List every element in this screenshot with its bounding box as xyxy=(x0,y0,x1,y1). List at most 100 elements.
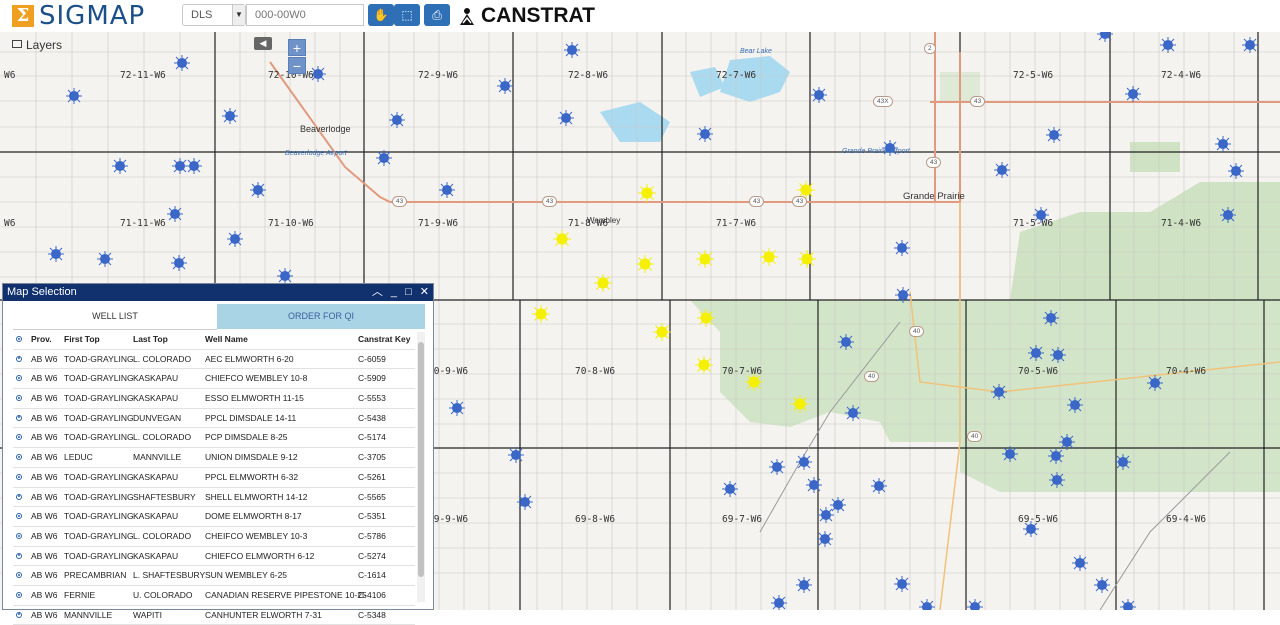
zoom-out-button[interactable]: − xyxy=(288,57,306,74)
table-row[interactable]: AB W6 TOAD-GRAYLING DUNVEGAN PPCL DIMSDALE … xyxy=(13,409,415,429)
tab-order-for-qi[interactable]: ORDER FOR QI xyxy=(217,304,425,329)
cell-prov: AB W6 xyxy=(31,471,58,482)
table-row[interactable]: AB W6 TOAD-GRAYLING KASKAPAU CHIEFCO ELMWOR… xyxy=(13,547,415,567)
locate-well-icon[interactable] xyxy=(16,551,22,561)
panel-tabs: WELL LIST ORDER FOR QI xyxy=(13,304,425,330)
cell-well-name: SUN WEMBLEY 6-25 xyxy=(205,570,288,581)
chevron-up-icon[interactable]: ︿ xyxy=(371,286,383,298)
cell-prov: AB W6 xyxy=(31,530,58,541)
township-label: 70-8-W6 xyxy=(575,366,616,377)
hand-icon: ✋ xyxy=(373,8,389,22)
table-row[interactable]: AB W6 TOAD-GRAYLING L. COLORADO CHEIFCO WEM… xyxy=(13,527,415,547)
logo-text: SIGMAP xyxy=(39,1,146,31)
map-selection-panel: Map Selection ︿ _ □ ✕ WELL LIST ORDER FO… xyxy=(2,283,434,625)
table-row[interactable]: AB W6 TOAD-GRAYLING KASKAPAU PPCL ELMWORTH … xyxy=(13,468,415,488)
select-button[interactable]: ⬚ xyxy=(394,4,420,26)
panel-titlebar[interactable]: Map Selection ︿ _ □ ✕ xyxy=(3,284,433,301)
table-row[interactable]: AB W6 TOAD-GRAYLING KASKAPAU DOME ELMWORTH … xyxy=(13,507,415,527)
minimize-icon[interactable]: _ xyxy=(390,286,397,298)
printer-icon: ⎙ xyxy=(432,8,442,22)
chevron-down-icon[interactable]: ▼ xyxy=(232,5,245,25)
cell-prov: AB W6 xyxy=(31,353,58,364)
table-row[interactable]: AB W6 TOAD-GRAYLING KASKAPAU CHIEFCO WEMBLE… xyxy=(13,369,415,390)
place-label: Wembley xyxy=(587,216,621,225)
grid-system-value: DLS xyxy=(191,9,213,21)
grid-system-select[interactable]: DLS ▼ xyxy=(182,4,246,26)
township-label: 69-5-W6 xyxy=(1018,514,1059,525)
close-icon[interactable]: ✕ xyxy=(419,286,429,298)
highway-shield: 40 xyxy=(909,326,925,337)
cell-first-top: TOAD-GRAYLING xyxy=(64,530,134,541)
table-row[interactable]: AB W6 FERNIE U. COLORADO CANADIAN RESERVE P… xyxy=(13,586,415,606)
print-button[interactable]: ⎙ xyxy=(424,4,450,26)
cell-prov: AB W6 xyxy=(31,511,58,522)
cell-prov: AB W6 xyxy=(31,432,58,443)
township-label: 69-9-W6 xyxy=(428,514,469,525)
col-well-name[interactable]: Well Name xyxy=(205,334,248,344)
cell-prov: AB W6 xyxy=(31,570,58,581)
cell-canstrat-key: C-1614 xyxy=(358,570,386,581)
township-label: 69-8-W6 xyxy=(575,514,616,525)
locate-well-icon[interactable] xyxy=(16,492,22,502)
location-search-input[interactable] xyxy=(246,4,364,26)
township-label: 71-9-W6 xyxy=(418,218,459,229)
locate-well-icon[interactable] xyxy=(16,393,22,403)
zoom-in-button[interactable]: + xyxy=(288,39,306,56)
locate-well-icon[interactable] xyxy=(16,590,22,600)
place-label: Grande Prairie Airport xyxy=(842,148,910,155)
township-label: 69-4-W6 xyxy=(1166,514,1207,525)
canstrat-logo-icon xyxy=(460,8,474,25)
table-row[interactable]: AB W6 TOAD-GRAYLING L. COLORADO PCP DIMSDAL… xyxy=(13,428,415,449)
cell-last-top: KASKAPAU xyxy=(133,550,179,561)
locate-well-icon[interactable] xyxy=(16,570,22,580)
locate-well-icon[interactable] xyxy=(16,373,22,383)
cell-first-top: TOAD-GRAYLING xyxy=(64,471,134,482)
cell-first-top: LEDUC xyxy=(64,452,93,463)
table-scrollbar[interactable] xyxy=(417,332,425,602)
township-label: 72-11-W6 xyxy=(120,70,166,81)
cell-well-name: CANADIAN RESERVE PIPESTONE 10-25 xyxy=(205,589,367,600)
col-prov[interactable]: Prov. xyxy=(31,334,52,344)
table-row[interactable]: AB W6 TOAD-GRAYLING SHAFTESBURY SHELL ELMWO… xyxy=(13,488,415,508)
table-row[interactable]: AB W6 PRECAMBRIAN L. SHAFTESBURY SUN WEMBLE… xyxy=(13,566,415,586)
township-label: 70-5-W6 xyxy=(1018,366,1059,377)
table-row[interactable]: AB W6 LEDUC MANNVILLE UNION DIMSDALE 9-12 C-… xyxy=(13,448,415,468)
locate-well-icon[interactable] xyxy=(16,472,22,482)
sigmap-logo[interactable]: Σ SIGMAP xyxy=(12,1,146,31)
highway-shield: 43X xyxy=(873,96,893,107)
col-last-top[interactable]: Last Top xyxy=(133,334,168,344)
cell-last-top: L. COLORADO xyxy=(133,530,192,541)
cell-canstrat-key: C-4106 xyxy=(358,589,386,600)
col-canstrat-key[interactable]: Canstrat Key xyxy=(358,334,411,344)
select-all-icon[interactable] xyxy=(16,334,22,344)
cell-first-top: TOAD-GRAYLING xyxy=(64,412,134,423)
pan-button[interactable]: ✋ xyxy=(368,4,394,26)
layers-icon xyxy=(12,40,22,48)
locate-well-icon[interactable] xyxy=(16,610,22,620)
table-row[interactable]: AB W6 TOAD-GRAYLING L. COLORADO AEC ELMWORT… xyxy=(13,350,415,370)
cell-prov: AB W6 xyxy=(31,491,58,502)
scrollbar-thumb[interactable] xyxy=(418,342,424,577)
tab-well-list[interactable]: WELL LIST xyxy=(13,304,217,330)
cell-canstrat-key: C-5274 xyxy=(358,550,386,561)
locate-well-icon[interactable] xyxy=(16,511,22,521)
table-row[interactable]: AB W6 MANNVILLE WAPITI CANHUNTER ELWORTH 7-… xyxy=(13,606,415,625)
cell-last-top: KASKAPAU xyxy=(133,511,179,522)
cell-first-top: TOAD-GRAYLING xyxy=(64,432,134,443)
place-label: Bear Lake xyxy=(740,48,772,55)
cell-last-top: SHAFTESBURY xyxy=(133,491,196,502)
township-label: 72-10-W6 xyxy=(268,70,314,81)
locate-well-icon[interactable] xyxy=(16,432,22,442)
locate-well-icon[interactable] xyxy=(16,354,22,364)
locate-well-icon[interactable] xyxy=(16,531,22,541)
locate-well-icon[interactable] xyxy=(16,452,22,462)
col-first-top[interactable]: First Top xyxy=(64,334,100,344)
township-label: 70-9-W6 xyxy=(428,366,469,377)
maximize-icon[interactable]: □ xyxy=(405,286,412,298)
brand-name: CANSTRAT xyxy=(481,4,595,27)
table-row[interactable]: AB W6 TOAD-GRAYLING KASKAPAU ESSO ELMWORTH … xyxy=(13,389,415,409)
locate-well-icon[interactable] xyxy=(16,413,22,423)
layers-control[interactable]: Layers ◀ xyxy=(8,37,272,55)
canstrat-brand: CANSTRAT xyxy=(458,3,595,29)
collapse-layers-button[interactable]: ◀ xyxy=(254,37,272,50)
